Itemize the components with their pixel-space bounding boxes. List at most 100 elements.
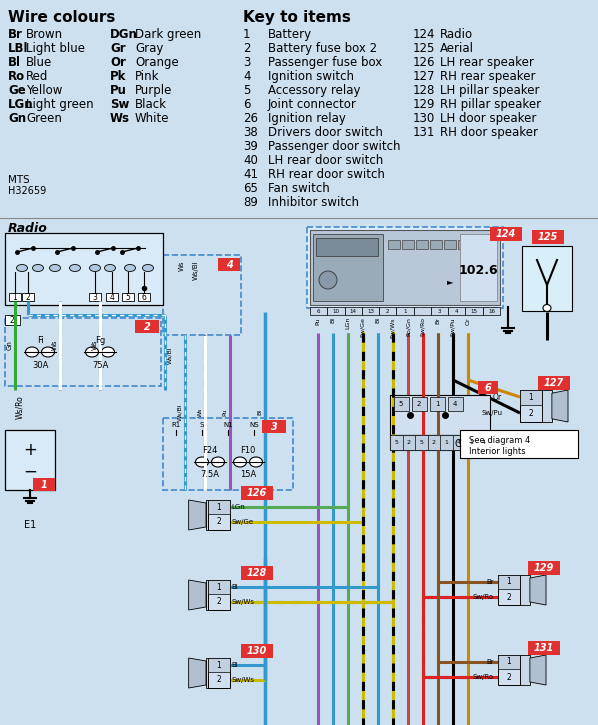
Text: Sw/Ge: Sw/Ge [361,317,365,337]
Text: Passenger door switch: Passenger door switch [268,140,401,153]
Text: −: − [23,463,37,481]
FancyBboxPatch shape [444,240,456,249]
Text: RH pillar speaker: RH pillar speaker [440,98,541,111]
Text: H32659: H32659 [8,186,46,196]
Polygon shape [530,655,546,685]
Text: 124: 124 [413,28,435,41]
FancyBboxPatch shape [241,566,273,580]
Text: Sw/Ws: Sw/Ws [390,317,395,338]
Text: Sw/Pu: Sw/Pu [450,317,456,336]
FancyBboxPatch shape [490,227,522,241]
Text: Sw: Sw [110,98,129,111]
Text: 6: 6 [317,309,321,313]
Polygon shape [188,658,206,688]
FancyBboxPatch shape [138,293,150,301]
Text: 126: 126 [247,488,267,498]
Text: 130: 130 [413,112,435,125]
Ellipse shape [26,347,38,357]
FancyBboxPatch shape [327,307,344,315]
Text: 75A: 75A [92,360,108,370]
Text: 1: 1 [13,292,17,302]
Text: 39: 39 [243,140,258,153]
FancyBboxPatch shape [310,230,500,305]
FancyBboxPatch shape [310,307,327,315]
FancyBboxPatch shape [208,658,230,672]
Text: 131: 131 [413,126,435,139]
Text: 30A: 30A [32,360,48,370]
FancyBboxPatch shape [532,230,564,244]
Text: LBl: LBl [8,42,29,55]
Text: C: C [454,439,462,449]
Text: Br: Br [435,317,441,324]
FancyBboxPatch shape [5,233,163,305]
Text: 4: 4 [455,309,459,313]
Text: 1: 1 [243,28,251,41]
Text: RH rear door switch: RH rear door switch [268,168,385,181]
Text: LGn: LGn [8,98,33,111]
Text: 15: 15 [471,309,478,313]
Text: 1: 1 [444,439,448,444]
Text: 129: 129 [413,98,435,111]
Text: 15A: 15A [240,470,256,478]
Text: 1: 1 [469,439,473,444]
FancyBboxPatch shape [241,644,273,658]
Text: 1: 1 [403,309,407,313]
FancyBboxPatch shape [208,500,230,514]
Text: Sw/Ws: Sw/Ws [231,677,254,683]
Text: 4: 4 [109,292,114,302]
Text: 2: 2 [216,676,221,684]
Text: 1: 1 [216,582,221,592]
Text: Battery: Battery [268,28,312,41]
FancyBboxPatch shape [241,486,273,500]
Text: 65: 65 [243,182,258,195]
FancyBboxPatch shape [163,418,293,490]
Text: LH pillar speaker: LH pillar speaker [440,84,539,97]
Text: Fan switch: Fan switch [268,182,329,195]
FancyBboxPatch shape [465,307,483,315]
Text: Wire colours: Wire colours [8,10,115,25]
FancyBboxPatch shape [430,397,445,411]
Text: 10: 10 [332,309,340,313]
Text: 2: 2 [144,321,150,331]
FancyBboxPatch shape [460,430,578,458]
Ellipse shape [32,265,44,271]
Text: 5: 5 [399,401,403,407]
Text: 128: 128 [413,84,435,97]
Text: White: White [135,112,169,125]
Text: Sw/Ge: Sw/Ge [231,519,253,525]
Ellipse shape [543,304,551,312]
Text: LGn: LGn [231,504,245,510]
Text: 3: 3 [93,292,97,302]
Text: 5: 5 [243,84,251,97]
Text: 1: 1 [41,479,47,489]
Text: Fg: Fg [95,336,105,344]
Text: Or: Or [110,56,126,69]
Text: Joint connector: Joint connector [268,98,357,111]
Text: Ro: Ro [8,70,25,83]
Text: 1: 1 [507,658,511,666]
Text: 2: 2 [26,292,30,302]
FancyBboxPatch shape [390,395,490,435]
Text: 26: 26 [243,112,258,125]
Text: 2: 2 [507,673,511,682]
Text: 127: 127 [544,378,564,388]
Ellipse shape [102,347,114,357]
Text: Key to items: Key to items [243,10,351,25]
Text: 1: 1 [507,578,511,587]
Polygon shape [188,500,206,530]
FancyBboxPatch shape [431,307,448,315]
Ellipse shape [319,271,337,289]
FancyBboxPatch shape [498,655,520,669]
Text: 40: 40 [243,154,258,167]
Text: 3: 3 [243,56,251,69]
Text: Bl: Bl [258,409,263,415]
FancyBboxPatch shape [313,234,383,301]
FancyBboxPatch shape [477,435,490,450]
Text: Sw/Ro: Sw/Ro [473,594,494,600]
Text: Sw/Ro: Sw/Ro [473,674,494,680]
FancyBboxPatch shape [465,435,477,450]
Text: Orange: Orange [135,56,179,69]
FancyBboxPatch shape [206,658,216,688]
FancyBboxPatch shape [402,240,414,249]
FancyBboxPatch shape [33,478,55,491]
